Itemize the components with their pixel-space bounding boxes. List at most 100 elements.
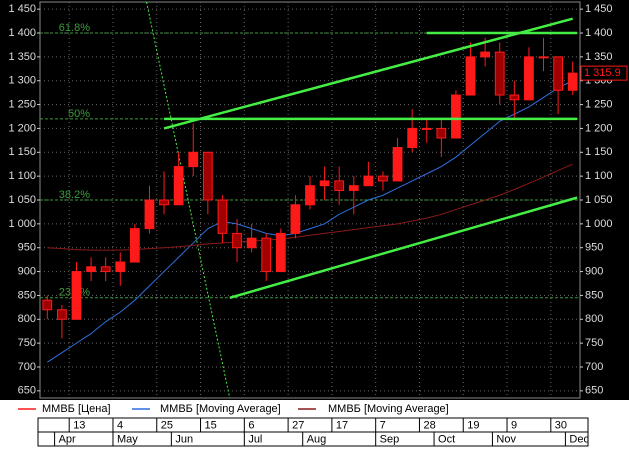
candle-body — [188, 151, 199, 168]
candle-body — [553, 56, 563, 91]
x-tick-label: 25 — [161, 419, 173, 431]
x-tick-label: 6 — [248, 419, 254, 431]
y-tick-label: 1 400 — [8, 27, 36, 39]
y-tick-label: 1 250 — [8, 98, 36, 110]
y-tick-label: 700 — [18, 361, 36, 373]
candle-body — [71, 271, 82, 320]
candle-body — [436, 127, 447, 139]
candle-body — [509, 94, 520, 101]
candle-body — [319, 180, 330, 187]
chart-layer: 650 650 700 700 750 750 800 800 850 850 900 900 950 9… — [8, 1, 628, 446]
y2-tick-label: 900 — [585, 265, 603, 277]
legend-label: ММВБ [Moving Average] — [160, 403, 281, 415]
candle-body — [334, 180, 345, 191]
candle-body — [100, 266, 111, 273]
x-tick-label: 15 — [205, 419, 217, 431]
candle-body — [86, 266, 96, 273]
candle-body — [144, 199, 155, 230]
last-value-label: 1 315.9 — [584, 67, 621, 79]
candle-body — [232, 232, 242, 249]
y2-tick-label: 1 100 — [585, 170, 613, 182]
y2-tick-label: 1 400 — [585, 27, 613, 39]
y2-tick-label: 650 — [585, 385, 603, 397]
moving-average — [47, 80, 573, 363]
candle-body — [290, 204, 301, 234]
fib-label: 38.2% — [59, 189, 90, 201]
x-tick-label: 9 — [511, 419, 517, 431]
candle-body — [480, 51, 491, 58]
fib-label: 61.8% — [59, 22, 90, 34]
x-tick-label: 17 — [336, 419, 348, 431]
candle-body — [421, 127, 432, 130]
candle-body — [348, 185, 359, 191]
y-tick-label: 850 — [18, 289, 36, 301]
x-tick-label: 30 — [555, 419, 567, 431]
y-tick-label: 1 100 — [8, 170, 36, 182]
x-tick-label: 13 — [73, 419, 85, 431]
y2-tick-label: 850 — [585, 289, 603, 301]
y-tick-label: 650 — [18, 385, 36, 397]
y2-tick-label: 1 150 — [585, 146, 613, 158]
last-value-box — [580, 65, 628, 81]
candle-body — [42, 299, 53, 311]
y-tick-label: 1 150 — [8, 146, 36, 158]
candle-body — [392, 147, 403, 182]
y2-tick-label: 1 450 — [585, 3, 613, 15]
fib-label: 50% — [68, 108, 90, 120]
y2-tick-label: 700 — [585, 361, 603, 373]
x-tick-label: 27 — [292, 419, 304, 431]
candle-body — [305, 185, 315, 206]
y-tick-label: 950 — [18, 242, 36, 254]
month-label: Sep — [380, 433, 400, 445]
month-label: Jun — [175, 433, 193, 445]
candle-body — [524, 56, 534, 101]
y2-tick-label: 1 350 — [585, 51, 613, 63]
legend-label: ММВБ [Цена] — [42, 403, 111, 415]
candle-body — [173, 166, 184, 206]
x-tick-label: 28 — [423, 419, 435, 431]
candle-body — [451, 94, 461, 139]
month-label: Aug — [307, 433, 327, 445]
y2-tick-label: 1 250 — [585, 98, 613, 110]
candle-body — [567, 72, 578, 91]
x-tick-label: 4 — [117, 419, 123, 431]
trend-line — [146, 1, 231, 399]
y2-tick-label: 950 — [585, 242, 603, 254]
candle-body — [202, 151, 213, 201]
candle-body — [246, 237, 257, 249]
legend-label: ММВБ [Moving Average] — [328, 403, 449, 415]
candle-body — [159, 199, 169, 206]
candle-body — [363, 175, 374, 187]
candle-body — [275, 232, 286, 273]
month-label: May — [117, 433, 138, 445]
candle-body — [261, 237, 272, 273]
trend-line — [163, 17, 574, 130]
y-tick-label: 1 000 — [8, 218, 36, 230]
y-tick-label: 1 450 — [8, 3, 36, 15]
month-label: Apr — [59, 433, 76, 445]
candle-body — [378, 175, 388, 182]
candle-body — [407, 127, 418, 149]
candle-body — [115, 261, 126, 273]
y-tick-label: 900 — [18, 265, 36, 277]
y-tick-label: 750 — [18, 337, 36, 349]
candle-body — [57, 309, 67, 320]
candle-body — [494, 51, 505, 96]
y-tick-label: 1 300 — [8, 75, 36, 87]
month-label: Jul — [248, 433, 262, 445]
y2-tick-label: 750 — [585, 337, 603, 349]
trend-line — [229, 196, 578, 300]
y2-tick-label: 1 200 — [585, 122, 613, 134]
y-tick-label: 800 — [18, 313, 36, 325]
month-label: Oct — [438, 433, 455, 445]
month-label: Dec — [569, 433, 589, 445]
candle-body — [129, 228, 140, 263]
y2-tick-label: 1 050 — [585, 194, 613, 206]
y2-tick-label: 1 000 — [585, 218, 613, 230]
candle-body — [538, 56, 549, 59]
y-tick-label: 1 350 — [8, 51, 36, 63]
y2-tick-label: 800 — [585, 313, 603, 325]
candle-body — [465, 56, 476, 96]
